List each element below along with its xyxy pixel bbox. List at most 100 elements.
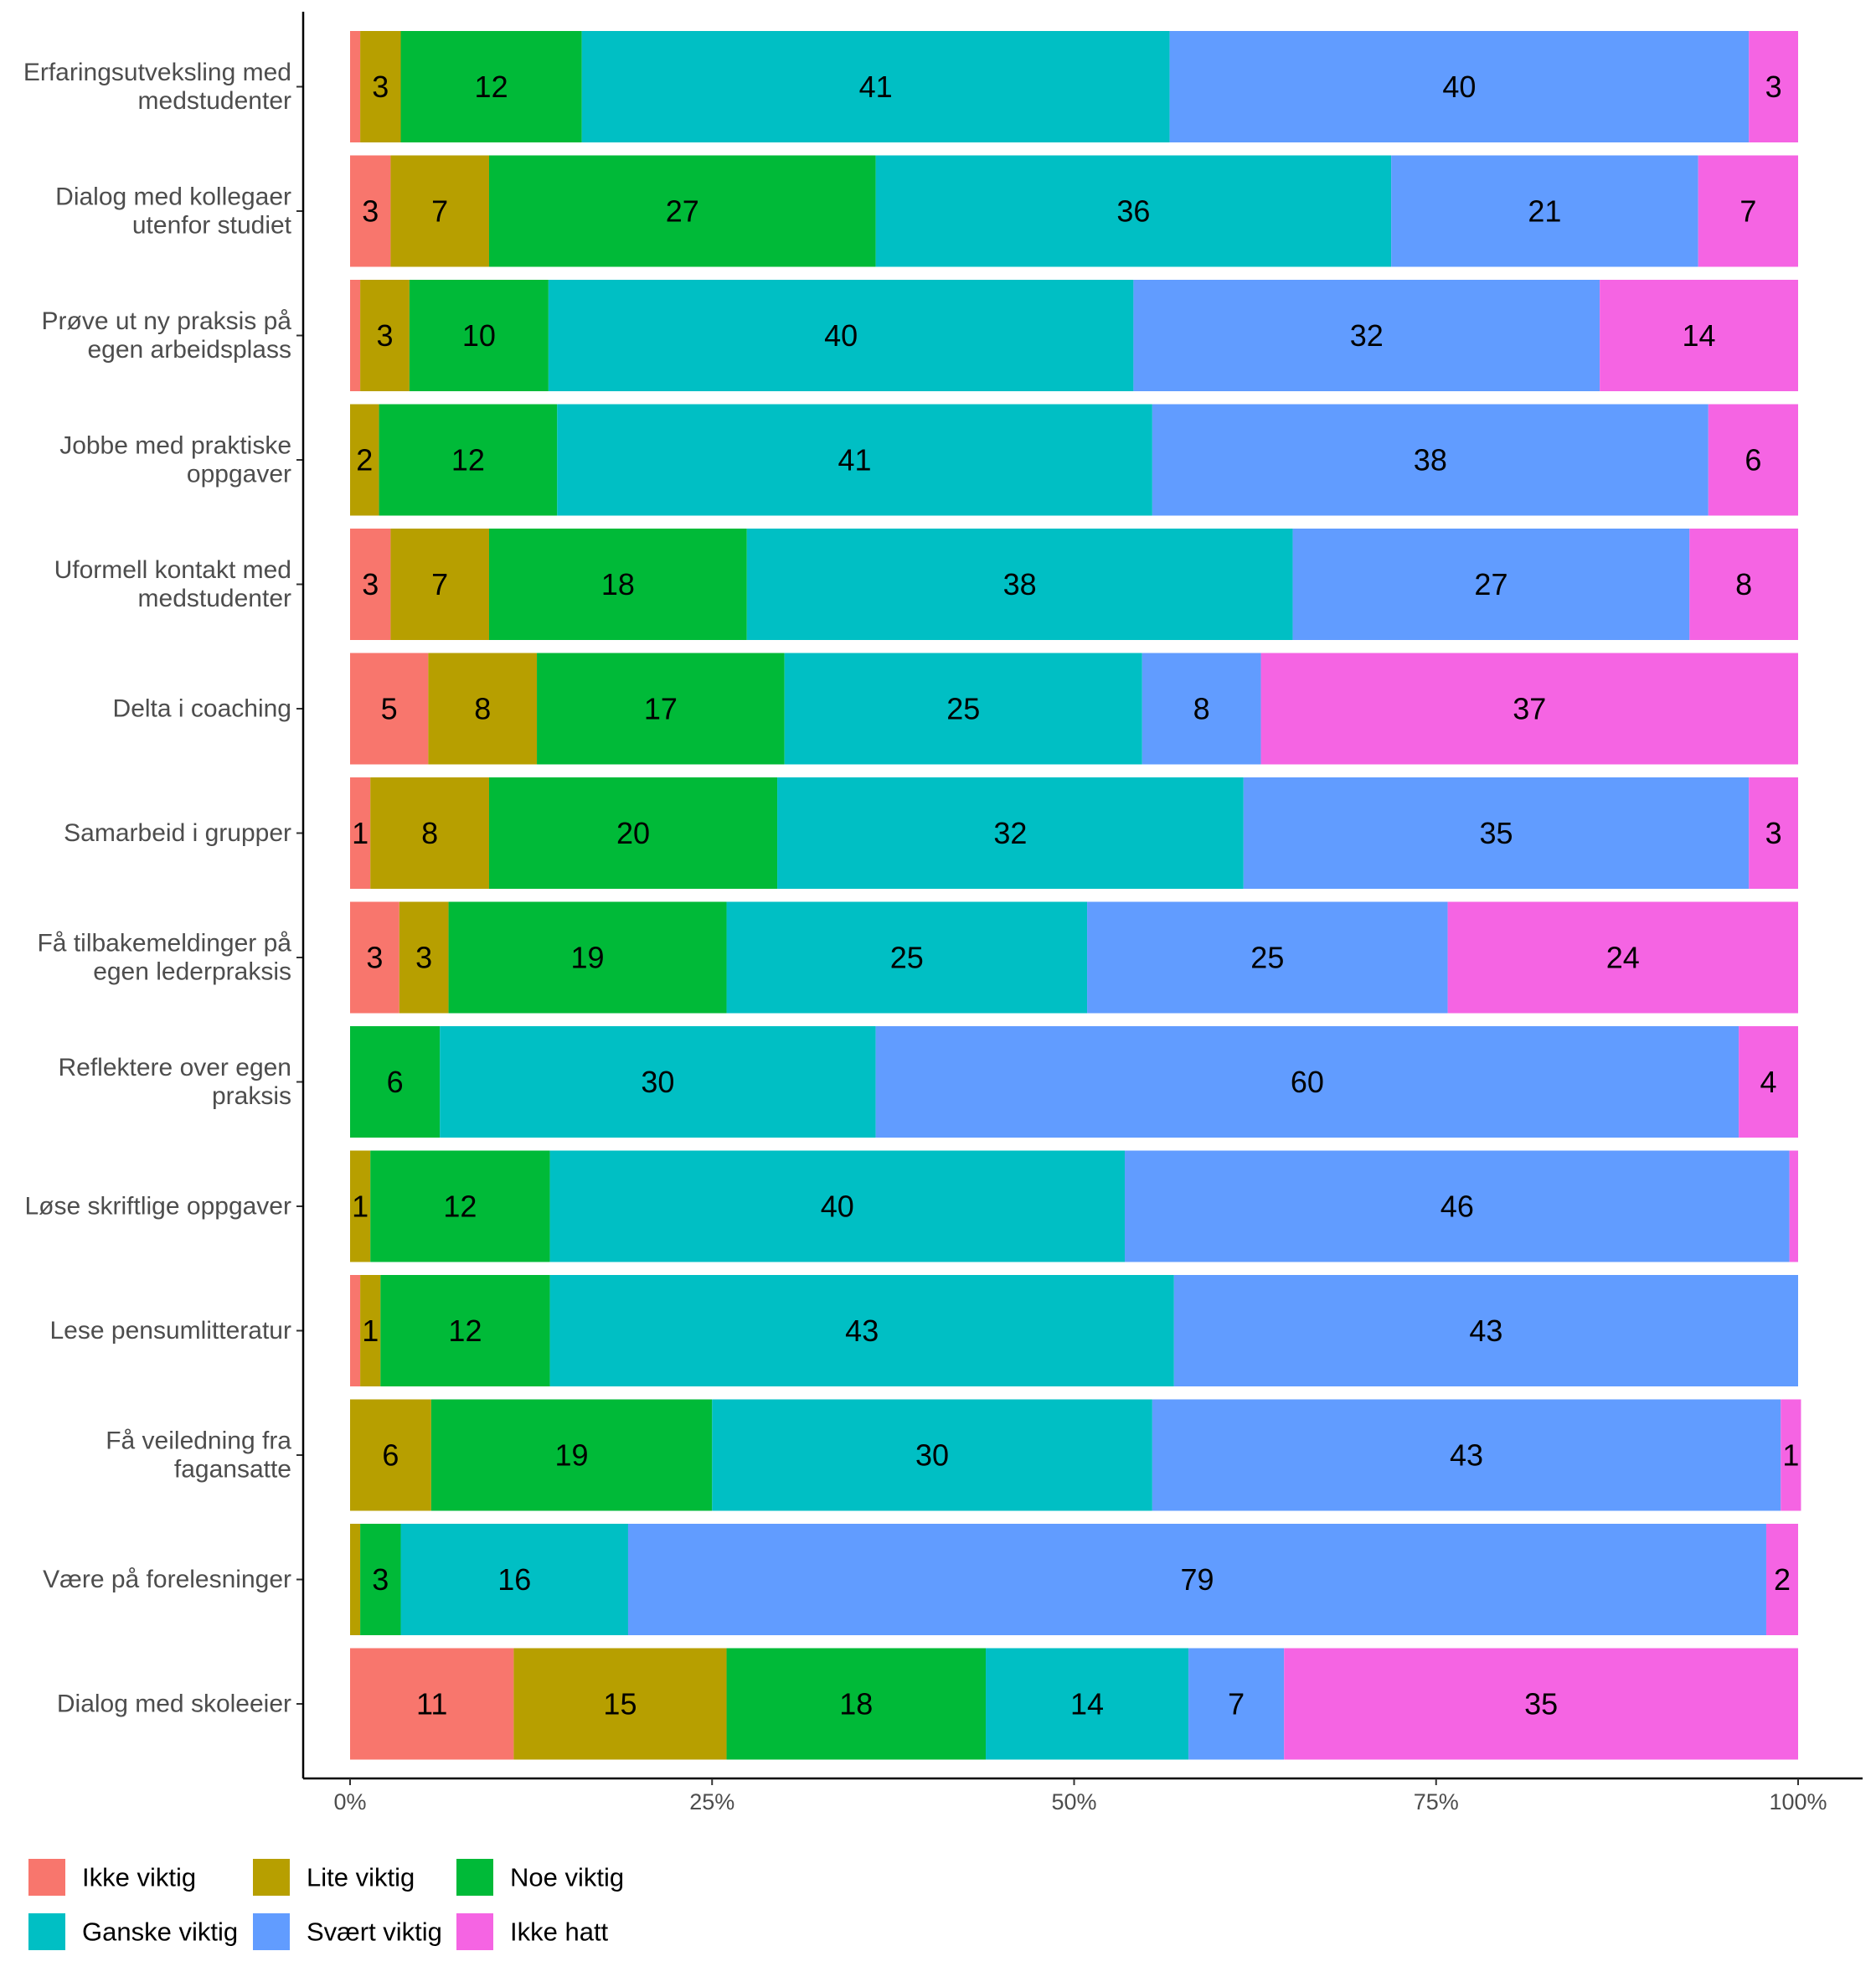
bar-value-label: 6 [382,1438,399,1473]
bar-value-label: 1 [352,1190,368,1224]
bar-segment [360,1524,401,1635]
bar-segment [986,1648,1189,1760]
bar-value-label: 7 [431,567,448,601]
bar-segment [1125,1150,1790,1262]
category-label: utenfor studiet [132,212,292,240]
bar-value-label: 7 [431,194,448,229]
bar-value-label: 40 [1442,70,1476,104]
bar-segment [488,777,778,889]
bar-value-label: 3 [1765,70,1782,104]
category-label: Erfaringsutveksling med [23,59,291,86]
bar-value-label: 8 [474,692,491,726]
bar-segment [370,1150,550,1262]
bar-segment [1243,777,1750,889]
bar-segment [712,1399,1152,1511]
bar-value-label: 3 [415,941,432,975]
legend-label: Ganske viktig [82,1917,238,1947]
bar-segment [1169,31,1750,142]
bar-segment [350,1275,361,1386]
bar-value-label: 8 [1735,567,1752,601]
bar-value-label: 3 [366,941,383,975]
bar-segment [350,529,391,640]
bar-value-label: 12 [451,443,485,477]
bar-segment [548,280,1134,391]
bar-value-label: 38 [1414,443,1447,477]
bar-value-label: 5 [381,692,398,726]
bar-value-label: 12 [443,1190,477,1224]
bar-value-label: 32 [993,816,1027,850]
category-label: egen lederpraksis [93,958,291,986]
legend-key [253,1859,290,1896]
bar-segment [350,901,399,1014]
bar-value-label: 27 [666,194,699,229]
bar-segment [875,155,1392,267]
category-label: Lese pensumlitteratur [50,1317,292,1345]
category-label: Reflektere over egen [59,1054,292,1081]
bar-value-label: 14 [1070,1687,1104,1721]
category-label: medstudenter [138,87,291,115]
bar-segment [399,901,449,1014]
bar-value-label: 3 [1765,816,1782,850]
bar-value-label: 46 [1440,1190,1474,1224]
bar-segment [350,280,361,391]
bar-value-label: 7 [1739,194,1756,229]
bar-segment [1749,777,1798,889]
bar-segment [350,1026,441,1138]
bar-segment [440,1026,876,1138]
bar-segment [513,1648,727,1760]
bar-value-label: 12 [448,1314,482,1348]
legend-key [456,1859,493,1896]
bar-value-label: 60 [1291,1065,1324,1099]
bar-value-label: 12 [475,70,508,104]
bar-segment [1391,155,1698,267]
bar-segment [350,31,361,142]
bar-segment [360,280,410,391]
x-tick-label: 100% [1769,1789,1827,1814]
bar-value-label: 8 [421,816,438,850]
bar-value-label: 18 [839,1687,873,1721]
bars-layer: 3 12 41 40 33 7 27 36 21 73 10 40 32 142 12 41 38 63 7 18 38… [350,31,1801,1760]
bar-segment [1698,155,1798,267]
category-label: praksis [212,1082,291,1110]
bar-segment [1152,1399,1781,1511]
bar-segment [777,777,1244,889]
x-tick-label: 50% [1051,1789,1096,1814]
bar-segment [1689,529,1798,640]
bar-value-label: 3 [372,1562,389,1597]
bar-segment [627,1524,1766,1635]
bar-value-label: 25 [890,941,924,975]
bar-segment [746,529,1293,640]
bar-value-label: 41 [859,70,893,104]
bar-segment [390,529,489,640]
bar-value-label: 3 [372,70,389,104]
bar-value-label: 15 [603,1687,636,1721]
category-label: Dialog med skoleeier [57,1690,291,1718]
bar-segment [1739,1026,1798,1138]
bar-segment [409,280,549,391]
category-label: egen arbeidsplass [87,336,291,364]
bar-value-label: 3 [376,318,393,353]
bar-segment [1188,1648,1285,1760]
bar-segment [350,1399,431,1511]
bar-value-label: 41 [838,443,872,477]
bar-segment [350,1648,514,1760]
bar-value-label: 40 [821,1190,854,1224]
legend-label: Noe viktig [510,1863,624,1892]
bar-segment [390,155,489,267]
bar-segment [350,1524,361,1635]
bar-value-label: 37 [1513,692,1546,726]
x-tick-label: 0% [333,1789,366,1814]
bar-value-label: 7 [1228,1687,1245,1721]
bar-segment [1292,529,1690,640]
bar-value-label: 24 [1606,941,1640,975]
bar-segment [488,155,876,267]
bar-segment [1142,653,1261,765]
bar-segment [428,653,538,765]
bar-value-label: 2 [1774,1562,1791,1597]
bar-segment [350,1150,371,1262]
bar-segment [1600,280,1798,391]
bar-segment [1260,653,1798,765]
legend-key [28,1913,65,1950]
category-label: Jobbe med praktiske [59,432,291,460]
bar-value-label: 36 [1116,194,1150,229]
